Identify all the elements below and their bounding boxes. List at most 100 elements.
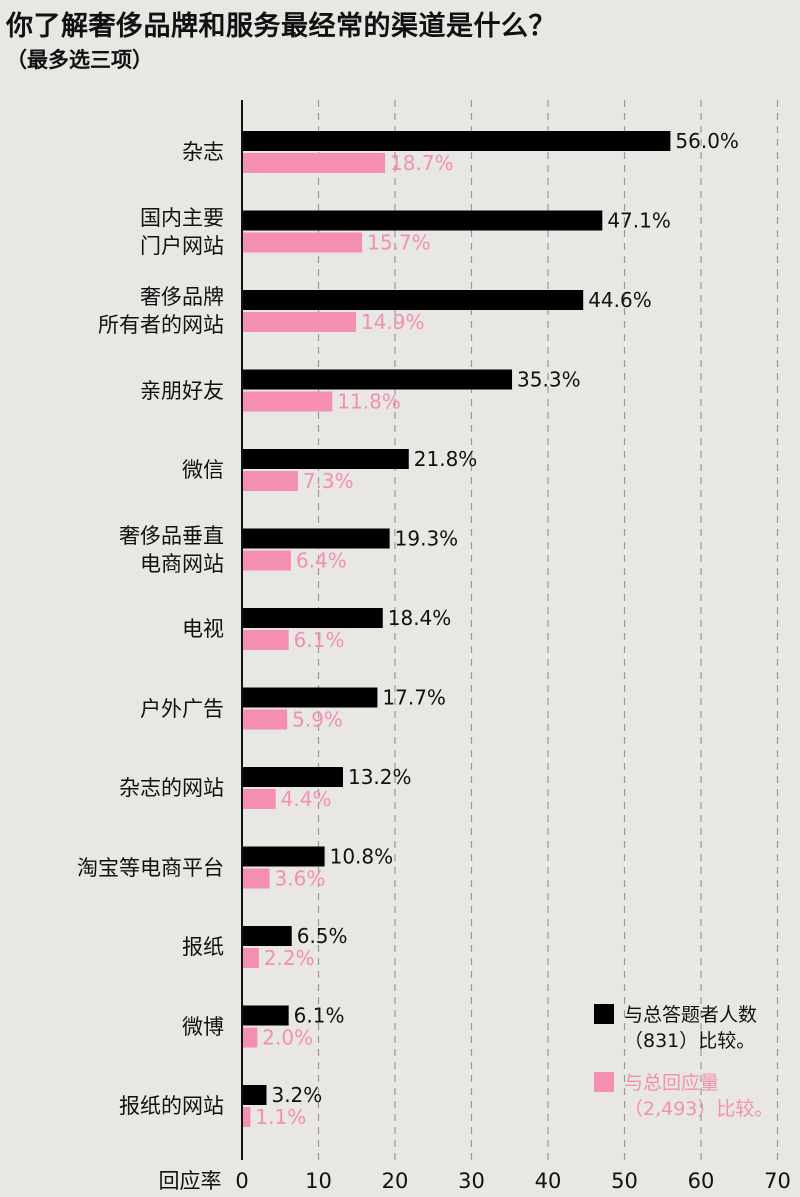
x-axis-label: 回应率 [159,1169,222,1193]
value-label-responses: 6.1% [294,628,345,652]
value-label-respondents: 56.0% [675,129,739,153]
value-label-responses: 7.3% [303,469,354,493]
value-label-respondents: 18.4% [388,606,452,630]
category-label-line: 报纸 [182,935,224,959]
bar-respondents [242,1005,289,1026]
value-label-responses: 4.4% [281,787,332,811]
value-label-respondents: 21.8% [414,447,478,471]
bar-respondents [242,608,383,628]
value-label-respondents: 6.5% [297,924,348,948]
category-label-line: 奢侈品垂直 [119,523,224,548]
bar-respondents [242,131,671,151]
category-label: 亲朋好友 [4,377,224,405]
x-tick-label: 20 [382,1169,409,1193]
category-label: 奢侈品牌所有者的网站 [4,283,224,339]
value-label-responses: 15.7% [367,231,431,255]
legend-text-line: 与总回应量 [624,1072,720,1094]
chart-subtitle: （最多选三项） [6,48,153,72]
category-label: 微博 [4,1013,224,1041]
value-label-responses: 18.7% [390,151,454,175]
value-label-respondents: 47.1% [607,209,671,233]
category-label-line: 户外广告 [140,696,224,721]
bar-responses [242,153,386,173]
bar-responses [242,630,289,650]
bar-respondents [242,210,603,231]
category-label-line: 微信 [182,458,224,482]
x-tick-label: 10 [305,1169,332,1193]
bar-responses [242,1027,258,1048]
x-tick-label: 60 [688,1169,715,1193]
category-label-line: 电视 [182,617,224,641]
value-label-respondents: 44.6% [588,288,652,312]
value-label-responses: 2.2% [264,946,315,970]
value-label-respondents: 35.3% [517,368,581,392]
value-label-respondents: 17.7% [382,686,446,710]
legend-text: 与总答题者人数 （831）比较。 [624,1002,757,1054]
bar-respondents [242,767,343,787]
legend-text-line: （831）比较。 [624,1030,756,1052]
category-label: 杂志的网站 [4,774,224,802]
value-label-respondents: 3.2% [271,1083,322,1107]
bar-respondents [242,1085,267,1105]
x-tick-label: 40 [535,1169,562,1193]
category-label: 微信 [4,456,224,484]
value-label-respondents: 19.3% [395,527,459,551]
category-label: 报纸 [4,933,224,961]
bar-responses [242,550,291,571]
value-label-respondents: 6.1% [294,1004,345,1028]
category-label: 户外广告 [4,695,224,723]
category-label-line: 杂志的网站 [119,776,224,800]
category-label: 奢侈品垂直电商网站 [4,522,224,578]
legend-swatch [594,1004,614,1024]
category-label-line: 报纸的网站 [119,1094,224,1118]
x-tick-label: 0 [235,1169,248,1193]
bar-respondents [242,528,390,549]
chart-title: 你了解奢侈品牌和服务最经常的渠道是什么？ [6,11,556,42]
category-label: 报纸的网站 [4,1092,224,1120]
bar-responses [242,391,333,412]
x-tick-label: 30 [458,1169,485,1193]
bar-responses [242,312,356,332]
bar-respondents [242,687,378,708]
bar-responses [242,868,270,889]
x-tick-label: 50 [611,1169,638,1193]
legend-text-line: （2,493）比较。 [624,1098,774,1120]
bar-respondents [242,926,292,946]
value-label-respondents: 13.2% [348,765,412,789]
category-label: 电视 [4,615,224,643]
category-label-line: 微博 [182,1014,224,1039]
category-label: 杂志 [4,138,224,166]
value-label-responses: 1.1% [255,1105,306,1129]
category-label-line: 亲朋好友 [140,378,224,403]
bar-responses [242,789,276,809]
category-label-line: 门户网站 [140,233,224,258]
category-label-line: 国内主要 [140,205,224,230]
bar-responses [242,1107,251,1127]
value-label-responses: 6.4% [296,549,347,573]
value-label-responses: 2.0% [262,1026,313,1050]
category-label-line: 淘宝等电商平台 [77,855,224,880]
bar-respondents [242,369,513,390]
category-label: 国内主要 门户网站 [4,204,224,260]
value-label-respondents: 10.8% [330,845,394,869]
legend-swatch [594,1072,614,1092]
bar-respondents [242,846,325,867]
category-label-line: 所有者的网站 [98,313,224,337]
category-label-line: 杂志 [182,140,224,164]
category-label-line: 电商网站 [140,551,224,576]
bar-responses [242,948,259,968]
bar-respondents [242,290,584,310]
category-label-line: 奢侈品牌 [140,285,224,309]
x-tick-label: 70 [764,1169,791,1193]
bar-respondents [242,449,409,469]
value-label-responses: 5.9% [292,708,343,732]
legend-text-line: 与总答题者人数 [624,1004,758,1026]
bar-responses [242,232,363,253]
legend-text: 与总回应量 （2,493）比较。 [624,1070,773,1122]
bar-responses [242,709,288,730]
value-label-responses: 14.9% [361,310,425,334]
bar-responses [242,471,298,491]
value-label-responses: 11.8% [337,390,401,414]
value-label-responses: 3.6% [275,867,326,891]
